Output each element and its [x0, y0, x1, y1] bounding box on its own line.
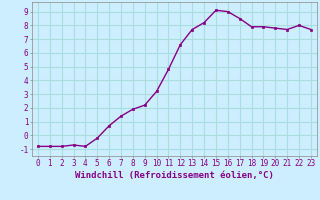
X-axis label: Windchill (Refroidissement éolien,°C): Windchill (Refroidissement éolien,°C) — [75, 171, 274, 180]
